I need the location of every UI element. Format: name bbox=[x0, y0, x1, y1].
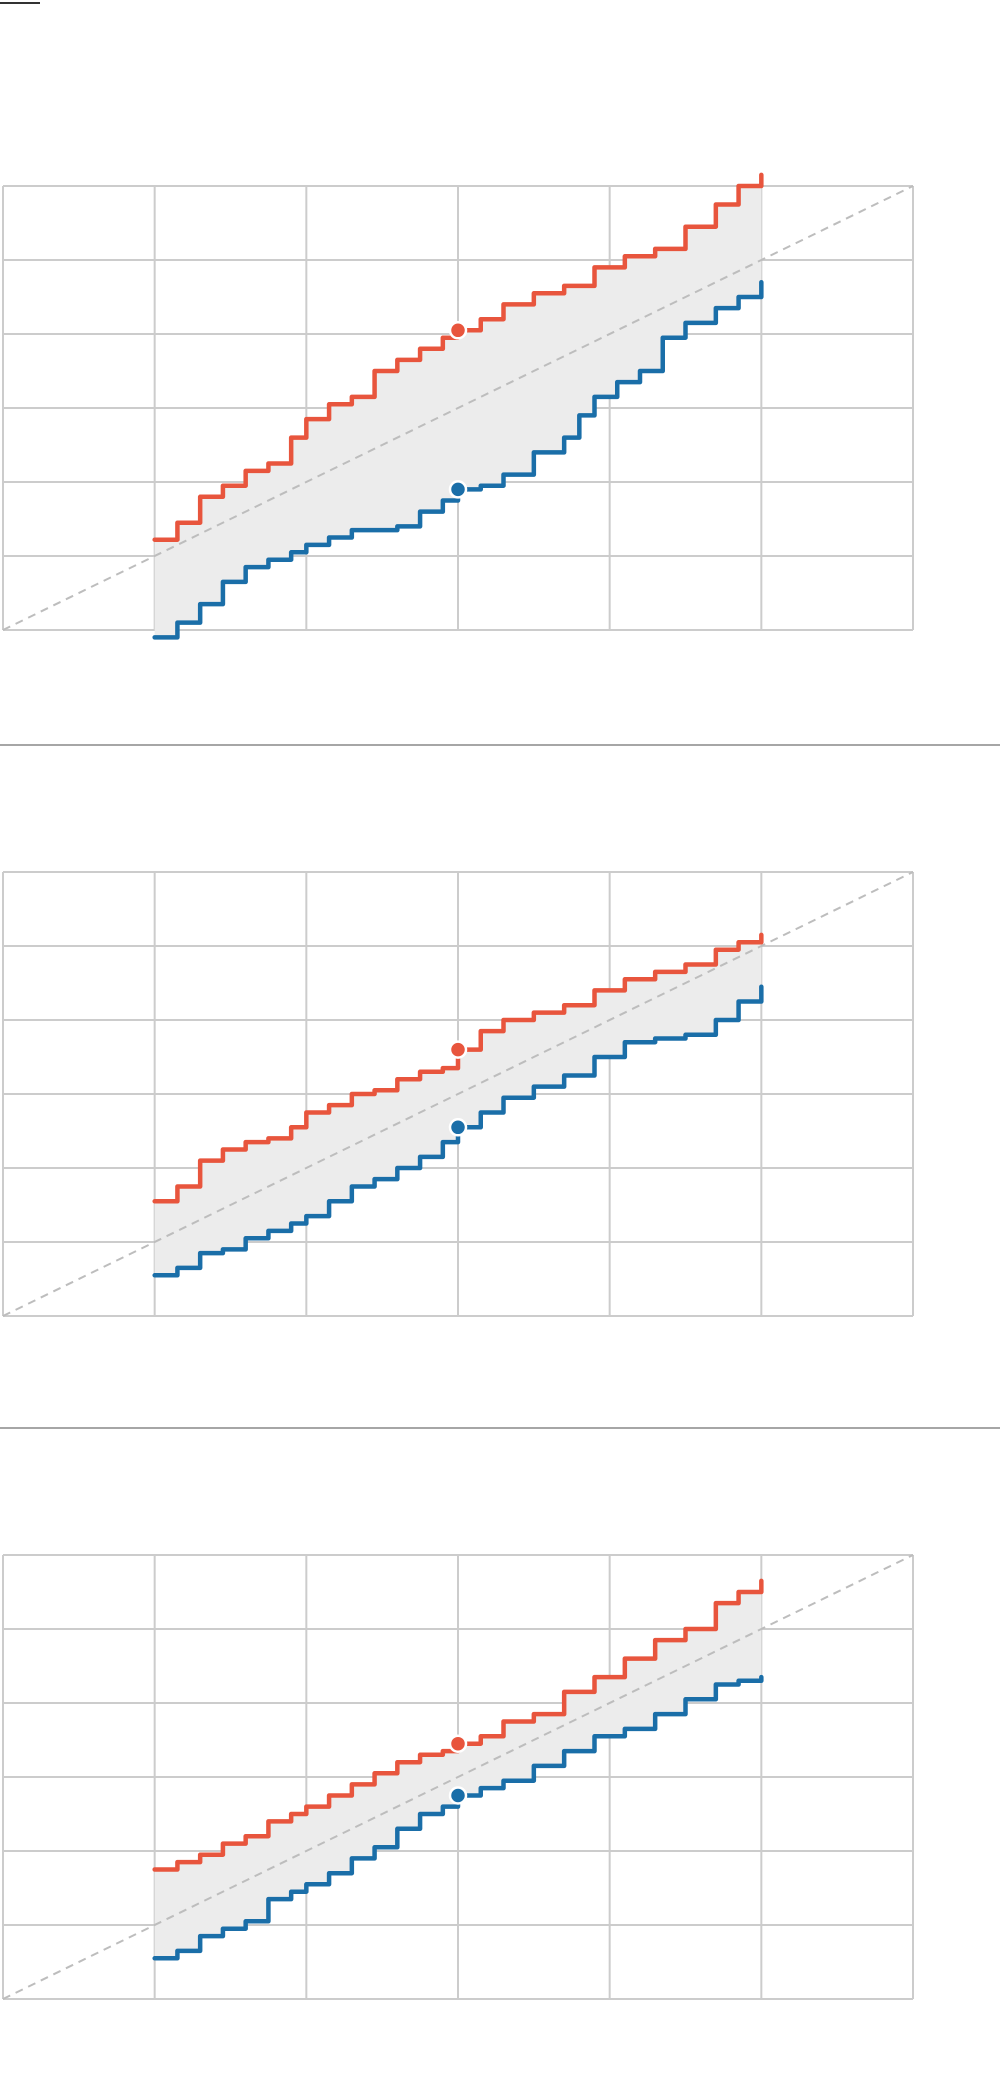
chart-panel-1 bbox=[2, 172, 914, 640]
chart-panel-2 bbox=[2, 871, 914, 1317]
lower-highlight-point bbox=[448, 1118, 468, 1137]
diagonal-reference-line bbox=[2, 871, 914, 1317]
upper-series-line bbox=[152, 1578, 764, 1872]
upper-highlight-point bbox=[448, 1040, 468, 1059]
range-band bbox=[154, 1580, 762, 1959]
diagonal-reference-line bbox=[2, 1554, 914, 2000]
lower-series-line bbox=[152, 1674, 764, 1961]
upper-series-line bbox=[152, 172, 764, 542]
upper-highlight-point bbox=[448, 1734, 468, 1753]
range-band bbox=[154, 174, 762, 638]
chart-panel-3 bbox=[2, 1554, 914, 2000]
lower-highlight-point bbox=[448, 1786, 468, 1805]
diagonal-reference-line bbox=[2, 185, 914, 631]
upper-series-line bbox=[152, 932, 764, 1204]
upper-highlight-point bbox=[448, 321, 468, 340]
lower-series-line bbox=[152, 984, 764, 1278]
lower-highlight-point bbox=[448, 480, 468, 499]
